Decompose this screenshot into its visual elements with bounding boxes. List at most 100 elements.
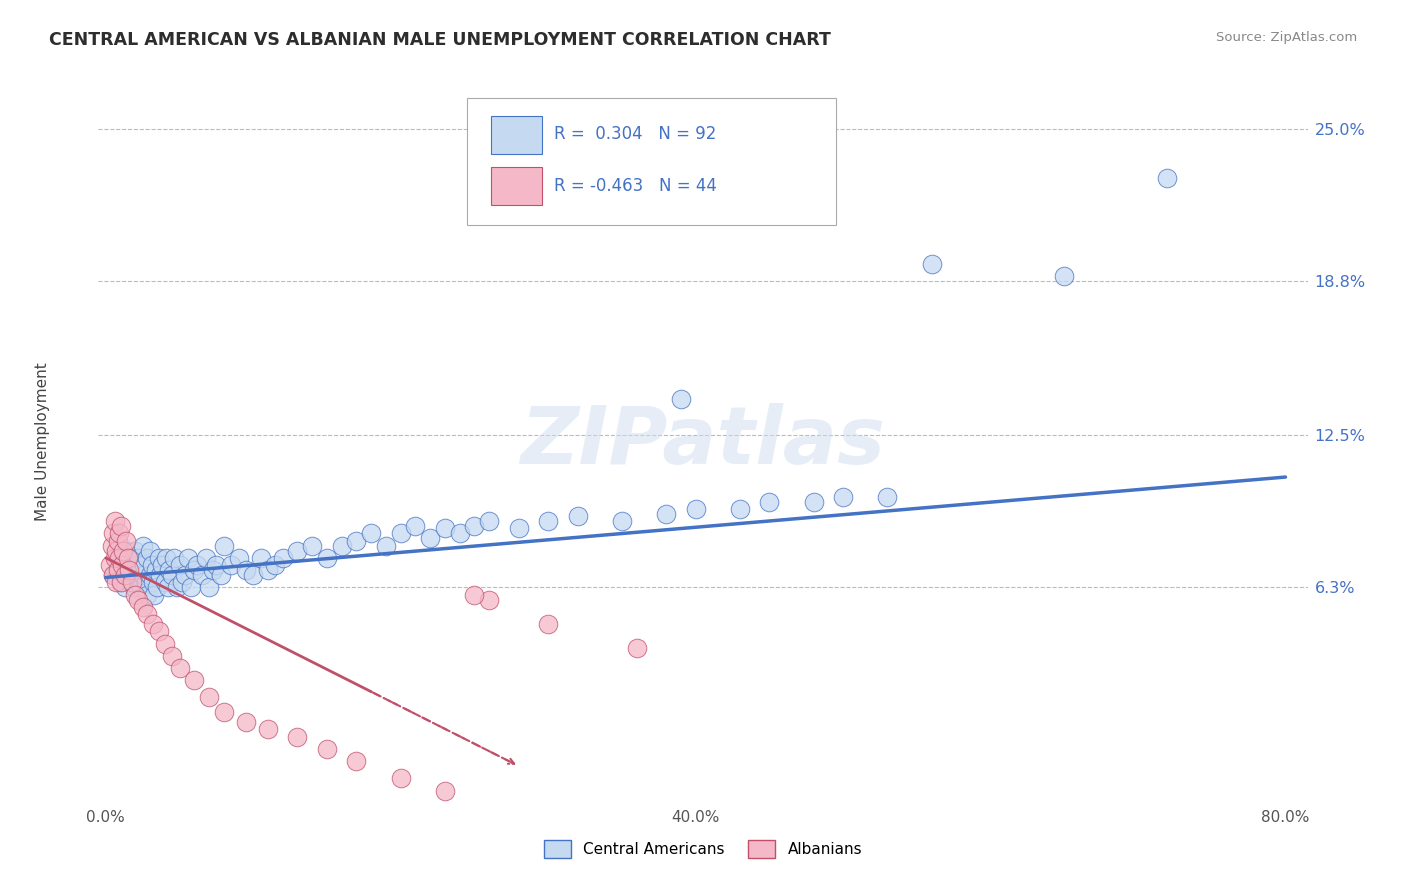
Point — [125, 558, 148, 573]
Point — [610, 514, 633, 528]
Point — [131, 568, 153, 582]
Point — [212, 539, 235, 553]
Point — [346, 533, 368, 548]
Point — [134, 558, 156, 573]
Point — [149, 568, 172, 582]
Point — [195, 550, 218, 565]
Point — [316, 550, 339, 565]
Point — [174, 568, 197, 582]
Point — [166, 580, 188, 594]
Point — [145, 563, 167, 577]
Point — [128, 563, 150, 577]
Point — [122, 580, 145, 594]
Point — [120, 550, 142, 565]
Point — [142, 575, 165, 590]
Point — [198, 690, 221, 705]
Point — [118, 563, 141, 577]
Point — [131, 539, 153, 553]
Point — [160, 568, 183, 582]
Point — [148, 550, 170, 565]
Text: R =  0.304   N = 92: R = 0.304 N = 92 — [554, 126, 717, 144]
Point — [508, 521, 530, 535]
Point — [433, 783, 456, 797]
Point — [104, 514, 127, 528]
Point — [832, 490, 855, 504]
Point — [127, 575, 149, 590]
Point — [183, 563, 205, 577]
Point — [264, 558, 287, 573]
Point — [115, 533, 138, 548]
Point — [360, 526, 382, 541]
Point — [287, 543, 309, 558]
Point — [330, 539, 353, 553]
Point — [301, 539, 323, 553]
Y-axis label: Male Unemployment: Male Unemployment — [35, 362, 49, 521]
Point — [148, 624, 170, 639]
Point — [567, 509, 589, 524]
FancyBboxPatch shape — [492, 117, 543, 154]
Point — [177, 550, 200, 565]
Text: CENTRAL AMERICAN VS ALBANIAN MALE UNEMPLOYMENT CORRELATION CHART: CENTRAL AMERICAN VS ALBANIAN MALE UNEMPL… — [49, 31, 831, 49]
Point — [121, 563, 143, 577]
Point — [107, 563, 129, 577]
Point — [124, 543, 146, 558]
Point — [669, 392, 692, 406]
Point — [235, 563, 257, 577]
Point — [107, 533, 129, 548]
FancyBboxPatch shape — [492, 167, 543, 204]
Point — [121, 575, 143, 590]
Point — [136, 588, 159, 602]
Point — [404, 519, 426, 533]
Point — [156, 580, 179, 594]
Point — [375, 539, 398, 553]
Point — [127, 592, 149, 607]
Legend: Central Americans, Albanians: Central Americans, Albanians — [537, 834, 869, 863]
Point — [153, 637, 176, 651]
Text: Source: ZipAtlas.com: Source: ZipAtlas.com — [1216, 31, 1357, 45]
Point — [1156, 171, 1178, 186]
FancyBboxPatch shape — [467, 98, 837, 225]
Point — [463, 588, 485, 602]
Point — [537, 514, 560, 528]
Point — [389, 772, 412, 786]
Point — [107, 558, 129, 573]
Point — [139, 568, 162, 582]
Point — [157, 563, 180, 577]
Point — [346, 754, 368, 768]
Point — [449, 526, 471, 541]
Point — [108, 550, 131, 565]
Point — [876, 490, 898, 504]
Point — [228, 550, 250, 565]
Point — [190, 568, 212, 582]
Point — [110, 519, 132, 533]
Point — [205, 558, 228, 573]
Point — [655, 507, 678, 521]
Point — [433, 521, 456, 535]
Point — [287, 730, 309, 744]
Point — [136, 550, 159, 565]
Point — [135, 575, 157, 590]
Point — [139, 543, 162, 558]
Point — [758, 494, 780, 508]
Point — [155, 550, 177, 565]
Point — [316, 742, 339, 756]
Point — [685, 502, 707, 516]
Point — [242, 568, 264, 582]
Point — [127, 550, 149, 565]
Point — [169, 558, 191, 573]
Point — [121, 575, 143, 590]
Point — [249, 550, 271, 565]
Point — [169, 661, 191, 675]
Point — [131, 599, 153, 614]
Point — [183, 673, 205, 688]
Point — [104, 550, 127, 565]
Point — [209, 568, 232, 582]
Point — [150, 558, 173, 573]
Point — [803, 494, 825, 508]
Point — [172, 575, 194, 590]
Point — [101, 568, 124, 582]
Point — [257, 563, 280, 577]
Point — [108, 526, 131, 541]
Point — [180, 580, 202, 594]
Point — [537, 617, 560, 632]
